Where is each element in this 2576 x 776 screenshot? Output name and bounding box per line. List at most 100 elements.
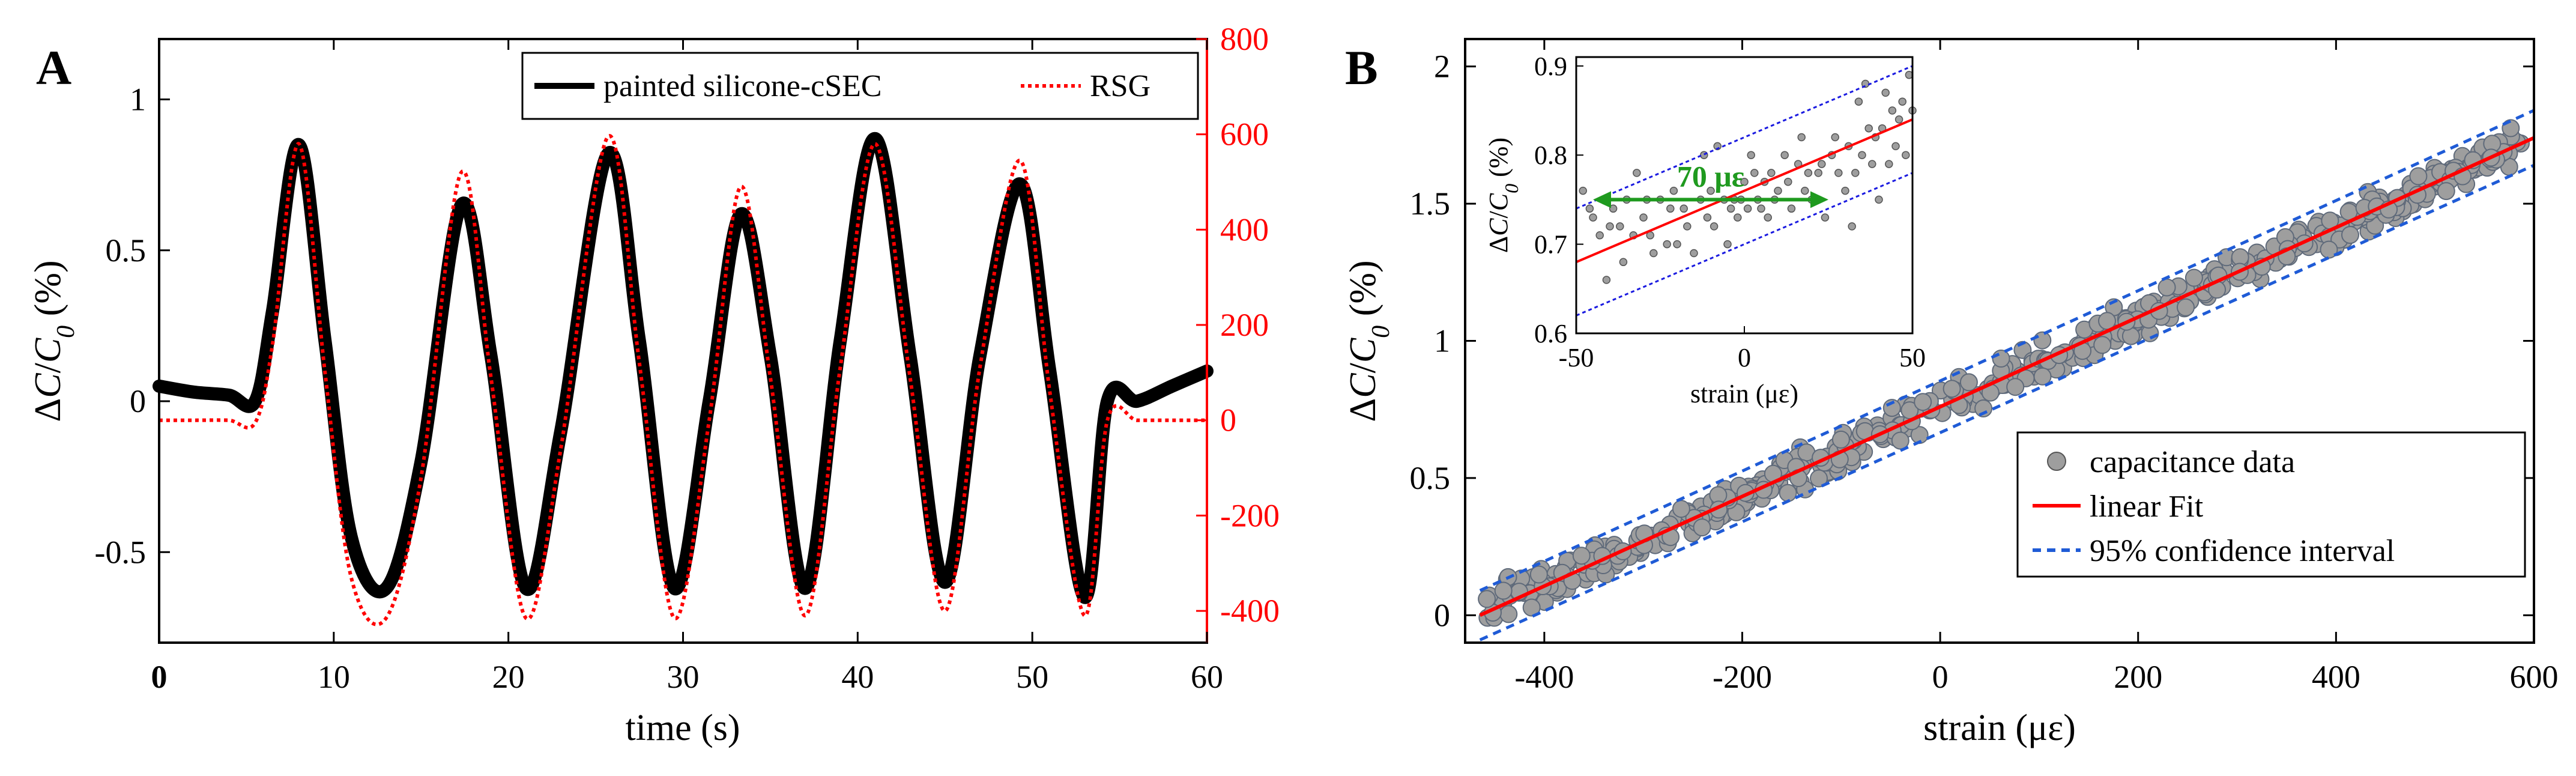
panel-b-y-ticks: 0 0.5 1 1.5 2: [1410, 49, 2534, 633]
inset-data-point: [1757, 204, 1765, 213]
inset-data-point: [1787, 204, 1796, 213]
inset-y-tick-label: 0.8: [1534, 141, 1567, 170]
y-tick-label: 1: [1434, 323, 1450, 359]
data-point: [2006, 378, 2025, 396]
inset-data-point: [1780, 151, 1789, 159]
data-point: [1831, 430, 1850, 449]
legend-label-capacitance: capacitance data: [2090, 445, 2295, 479]
inset-data-point: [1858, 151, 1866, 159]
x-tick-label: 600: [2510, 659, 2559, 695]
panel-a: A 0 10 20 30 40 50 60 -0.5 0 0.5 1 -400 -200 0 200 40…: [28, 21, 1280, 748]
inset-data-point: [1663, 240, 1671, 249]
inset-y-label: ΔC/C0 (%): [1484, 138, 1522, 253]
inset-data-point: [1750, 169, 1759, 177]
y-tick-label: 2: [1434, 49, 1450, 85]
inset-ci-upper: [1576, 65, 1913, 210]
inset-y-tick-label: 0.6: [1534, 319, 1567, 348]
inset-data-point: [1619, 258, 1628, 267]
inset-data-point: [1680, 204, 1688, 213]
inset-data-point: [1797, 133, 1806, 142]
data-point: [2320, 240, 2338, 259]
data-point: [2177, 298, 2195, 317]
panel-a-letter: A: [36, 40, 71, 95]
legend-label-fit: linear Fit: [2090, 490, 2204, 524]
inset-x-tick-label: 50: [1899, 343, 1926, 372]
inset-data-point: [1616, 222, 1624, 231]
y-tick-label: 0: [1434, 597, 1450, 633]
inset-x-label: strain (με): [1690, 379, 1798, 408]
inset-ci-lower: [1576, 172, 1913, 317]
inset-data-point: [1602, 276, 1611, 284]
y-tick-label-right: 800: [1220, 21, 1269, 57]
inset-data-point: [1891, 142, 1900, 151]
inset-y-tick-label: 0.9: [1534, 52, 1567, 81]
data-point: [1522, 598, 1541, 617]
panel-b-inset: -50 0 50 0.6 0.7 0.8 0.9 strain (με) ΔC/C0 (%…: [1484, 52, 1926, 408]
x-tick-label: 400: [2312, 659, 2360, 695]
inset-data-point: [1888, 106, 1897, 115]
data-point: [2409, 167, 2428, 186]
inset-data-point: [1639, 213, 1648, 222]
y-tick-label-right: 200: [1220, 307, 1269, 343]
data-point: [1478, 590, 1496, 608]
panel-a-y-ticks-left: -0.5 0 0.5 1: [95, 82, 170, 570]
panel-a-y-ticks-right: -400 -200 0 200 400 600 800: [1196, 21, 1280, 629]
inset-data-point: [1633, 169, 1641, 177]
inset-data-point: [1875, 195, 1883, 204]
data-point: [2033, 331, 2052, 350]
panel-a-series: [153, 132, 1214, 626]
inset-data-point: [1690, 249, 1698, 258]
data-point: [1529, 565, 1548, 584]
data-point: [1914, 393, 1932, 411]
inset-data-point: [1723, 240, 1732, 249]
panel-b-legend-box: [2016, 431, 2526, 578]
annotation-label: 70 με: [1677, 159, 1744, 193]
data-point: [2093, 336, 2112, 354]
legend-label-cSEC: painted silicone-cSEC: [603, 69, 882, 103]
series-line-cSEC: [153, 132, 1214, 604]
inset-data-point: [1814, 169, 1822, 177]
panel-a-x-ticks: 0 10 20 30 40 50 60: [151, 39, 1223, 695]
y-tick-label: 1.5: [1410, 186, 1451, 222]
annotation-arrowhead-left: [1593, 191, 1611, 208]
inset-data-point: [1673, 240, 1681, 249]
x-tick-label: -200: [1713, 659, 1772, 695]
y-tick-label-left: 0.5: [106, 232, 147, 268]
x-tick-label: 200: [2114, 659, 2162, 695]
y-tick-label-left: 1: [130, 82, 146, 118]
panel-a-legend-box: [521, 52, 1199, 120]
annotation-arrowhead-right: [1810, 191, 1828, 208]
x-tick-label: 30: [667, 659, 700, 695]
legend-label-RSG: RSG: [1090, 69, 1150, 103]
inset-data-point: [1848, 222, 1856, 231]
data-point: [1693, 518, 1711, 537]
legend-label-ci: 95% confidence interval: [2090, 534, 2395, 568]
data-point: [1992, 350, 2010, 368]
inset-background: [1573, 57, 1915, 333]
y-tick-label-right: 600: [1220, 117, 1269, 153]
inset-data-point: [1821, 213, 1830, 222]
ci-lower-line: [1479, 163, 2535, 641]
inset-data-point: [1764, 213, 1772, 222]
inset-data-point: [1683, 222, 1692, 231]
inset-data-point: [1801, 186, 1809, 195]
panel-b-x-label: strain (με): [1923, 708, 2076, 748]
x-tick-label: 0: [1932, 659, 1949, 695]
inset-data-point: [1902, 151, 1910, 159]
data-point: [1943, 380, 1961, 398]
inset-data-point: [1804, 169, 1813, 177]
inset-data-point: [1710, 222, 1719, 231]
inset-data-point: [1743, 204, 1752, 213]
y-tick-label-left: -0.5: [95, 534, 146, 570]
inset-data-point: [1898, 97, 1906, 106]
series-line-RSG: [159, 134, 1207, 626]
x-tick-label: 60: [1191, 659, 1223, 695]
inset-data-point: [1707, 186, 1715, 195]
data-point: [2033, 367, 2052, 386]
panel-a-legend: painted silicone-cSEC RSG: [521, 52, 1199, 120]
inset-data-point: [1703, 213, 1712, 222]
inset-data-point: [1579, 186, 1587, 195]
panel-a-y-label: ΔC/C0 (%): [28, 260, 80, 422]
inset-annotation: 70 με: [1593, 159, 1828, 208]
